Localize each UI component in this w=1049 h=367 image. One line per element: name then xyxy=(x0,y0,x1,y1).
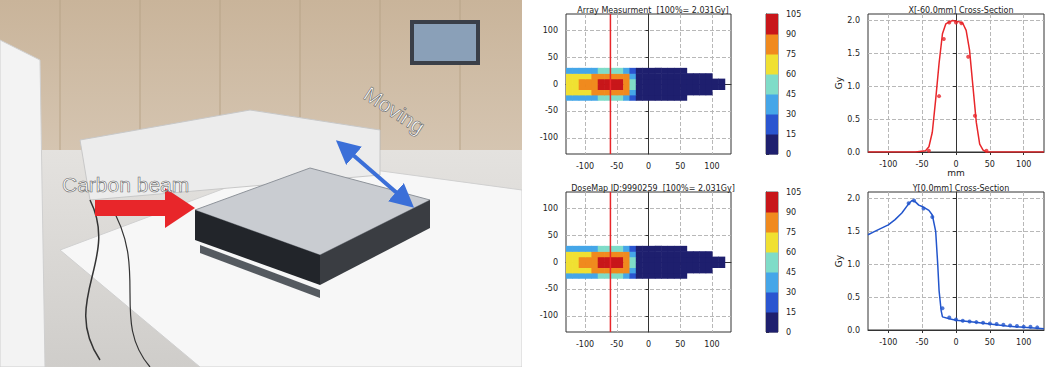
svg-text:50: 50 xyxy=(675,162,685,171)
svg-text:100: 100 xyxy=(1016,160,1031,169)
svg-text:0: 0 xyxy=(953,338,958,347)
svg-text:15: 15 xyxy=(786,130,796,139)
svg-text:75: 75 xyxy=(786,228,796,237)
svg-text:30: 30 xyxy=(786,110,796,119)
svg-text:-50: -50 xyxy=(610,340,623,349)
svg-text:1.0: 1.0 xyxy=(847,82,860,91)
svg-text:100: 100 xyxy=(543,204,558,213)
svg-text:1.0: 1.0 xyxy=(847,260,860,269)
svg-text:90: 90 xyxy=(786,30,796,39)
svg-text:90: 90 xyxy=(786,208,796,217)
svg-text:50: 50 xyxy=(985,160,995,169)
svg-text:0: 0 xyxy=(786,150,791,159)
svg-text:Moving: Moving xyxy=(360,82,429,138)
svg-text:100: 100 xyxy=(1016,338,1031,347)
svg-text:-50: -50 xyxy=(545,106,558,115)
svg-text:50: 50 xyxy=(548,53,558,62)
svg-text:-100: -100 xyxy=(879,160,897,169)
svg-text:DoseMap ID:9990259 [100%= 2.0: DoseMap ID:9990259 [100%= 2.031Gy] xyxy=(571,184,735,193)
svg-text:60: 60 xyxy=(786,70,796,79)
svg-text:0: 0 xyxy=(646,162,651,171)
svg-text:0: 0 xyxy=(953,160,958,169)
svg-text:75: 75 xyxy=(786,50,796,59)
svg-text:0.0: 0.0 xyxy=(847,326,860,335)
svg-text:-100: -100 xyxy=(576,340,594,349)
svg-text:Carbon beam: Carbon beam xyxy=(62,173,189,196)
svg-text:0.5: 0.5 xyxy=(847,293,860,302)
svg-text:1.5: 1.5 xyxy=(847,227,860,236)
svg-text:-100: -100 xyxy=(879,338,897,347)
svg-text:X[-60.0mm] Cross-Section: X[-60.0mm] Cross-Section xyxy=(908,6,1013,15)
svg-text:0: 0 xyxy=(646,340,651,349)
svg-text:30: 30 xyxy=(786,288,796,297)
svg-text:-50: -50 xyxy=(916,338,929,347)
svg-text:100: 100 xyxy=(704,340,719,349)
svg-text:45: 45 xyxy=(786,90,796,99)
svg-text:50: 50 xyxy=(985,338,995,347)
svg-text:50: 50 xyxy=(675,340,685,349)
svg-text:105: 105 xyxy=(786,10,801,19)
svg-text:-100: -100 xyxy=(540,311,558,320)
svg-text:Y[0.0mm] Cross-Section: Y[0.0mm] Cross-Section xyxy=(912,184,1010,193)
svg-text:0.0: 0.0 xyxy=(847,148,860,157)
svg-text:100: 100 xyxy=(543,26,558,35)
svg-text:Gy: Gy xyxy=(834,76,844,89)
svg-text:1.5: 1.5 xyxy=(847,49,860,58)
svg-text:50: 50 xyxy=(548,231,558,240)
svg-text:60: 60 xyxy=(786,248,796,257)
svg-text:-50: -50 xyxy=(916,160,929,169)
svg-text:2.0: 2.0 xyxy=(847,194,860,203)
svg-text:2.0: 2.0 xyxy=(847,16,860,25)
svg-text:0: 0 xyxy=(553,80,558,89)
svg-text:0.5: 0.5 xyxy=(847,115,860,124)
svg-text:105: 105 xyxy=(786,188,801,197)
svg-text:-100: -100 xyxy=(576,162,594,171)
svg-text:Array Measurment [100%= 2.031: Array Measurment [100%= 2.031Gy] xyxy=(577,6,728,15)
svg-text:Gy: Gy xyxy=(834,254,844,267)
svg-text:45: 45 xyxy=(786,268,796,277)
svg-text:0: 0 xyxy=(553,258,558,267)
svg-text:mm: mm xyxy=(947,168,965,178)
svg-text:-50: -50 xyxy=(545,284,558,293)
svg-text:15: 15 xyxy=(786,308,796,317)
svg-text:100: 100 xyxy=(704,162,719,171)
svg-text:-50: -50 xyxy=(610,162,623,171)
svg-text:0: 0 xyxy=(786,328,791,337)
svg-text:-100: -100 xyxy=(540,133,558,142)
